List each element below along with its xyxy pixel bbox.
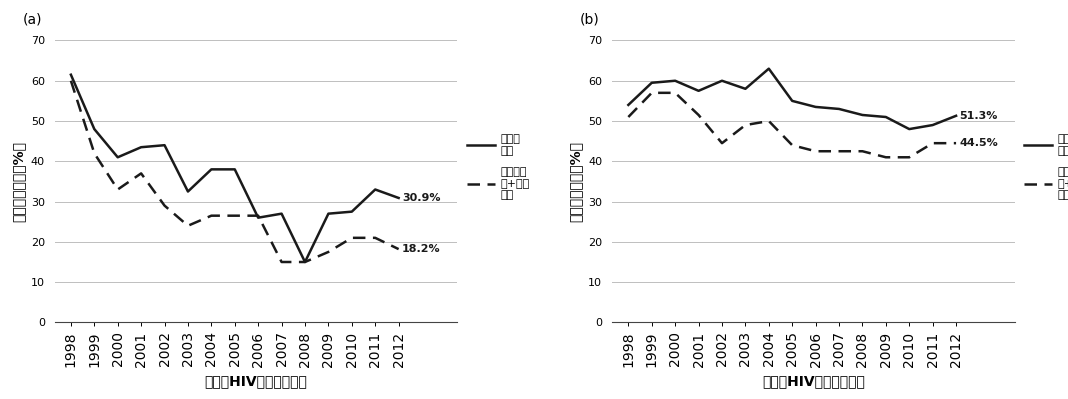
旧共识定
义+临床
分期 [949,141,962,146]
旧共识
定义 [368,187,381,192]
旧共识
定义 [276,211,288,216]
旧共识定
义+临床
分期 [810,149,822,154]
Line: 旧共识
定义: 旧共识 定义 [628,69,956,129]
旧共识
定义 [833,107,846,111]
旧共识定
义+临床
分期 [299,260,312,265]
旧共识
定义 [345,209,358,214]
旧共识
定义 [88,127,100,132]
旧共识定
义+临床
分期 [739,122,752,127]
旧共识定
义+临床
分期 [205,213,218,218]
旧共识定
义+临床
分期 [345,235,358,240]
旧共识
定义 [949,113,962,118]
旧共识
定义 [205,167,218,172]
旧共识
定义 [645,80,658,85]
旧共识定
义+临床
分期 [158,203,171,208]
旧共识定
义+临床
分期 [392,247,405,251]
旧共识定
义+临床
分期 [252,213,265,218]
Y-axis label: 晚发现者比例（%）: 晚发现者比例（%） [568,141,582,222]
旧共识
定义 [857,113,869,117]
旧共识
定义 [299,260,312,265]
旧共识
定义 [252,215,265,220]
Line: 旧共识定
义+临床
分期: 旧共识定 义+临床 分期 [70,81,398,262]
Text: 18.2%: 18.2% [403,244,441,254]
旧共识定
义+临床
分期 [879,155,892,160]
旧共识
定义 [182,189,194,194]
旧共识
定义 [111,155,124,160]
旧共识
定义 [739,87,752,91]
旧共识
定义 [321,211,334,216]
旧共识定
义+临床
分期 [368,235,381,240]
旧共识定
义+临床
分期 [229,213,241,218]
旧共识定
义+临床
分期 [669,91,681,95]
旧共识定
义+临床
分期 [833,149,846,154]
旧共识定
义+临床
分期 [622,115,634,119]
旧共识
定义 [902,127,915,132]
旧共识定
义+临床
分期 [645,91,658,95]
旧共识定
义+临床
分期 [88,151,100,156]
旧共识
定义 [763,66,775,71]
旧共识定
义+临床
分期 [321,249,334,254]
旧共识定
义+临床
分期 [716,141,728,146]
旧共识
定义 [64,72,77,77]
旧共识
定义 [392,196,405,200]
旧共识
定义 [622,103,634,107]
旧共识
定义 [786,99,799,103]
Text: 44.5%: 44.5% [959,138,999,148]
Y-axis label: 晚发现者比例（%）: 晚发现者比例（%） [11,141,26,222]
旧共识定
义+临床
分期 [857,149,869,154]
Legend: 旧共识
定义, 旧共识定
义+临床
分期: 旧共识 定义, 旧共识定 义+临床 分期 [1024,134,1068,200]
Text: 51.3%: 51.3% [959,111,998,121]
Line: 旧共识定
义+临床
分期: 旧共识定 义+临床 分期 [628,93,956,157]
旧共识定
义+临床
分期 [692,113,705,117]
旧共识
定义 [716,78,728,83]
旧共识
定义 [669,78,681,83]
旧共识定
义+临床
分期 [902,155,915,160]
旧共识
定义 [229,167,241,172]
旧共识
定义 [135,145,147,150]
旧共识
定义 [158,143,171,148]
旧共识定
义+临床
分期 [64,78,77,83]
Text: (b): (b) [580,12,599,26]
旧共识定
义+临床
分期 [276,260,288,265]
Line: 旧共识
定义: 旧共识 定义 [70,75,398,262]
旧共识定
义+临床
分期 [926,141,939,146]
Text: 30.9%: 30.9% [403,193,441,203]
旧共识
定义 [810,105,822,109]
旧共识
定义 [692,89,705,93]
X-axis label: 诊断为HIV的时间（年）: 诊断为HIV的时间（年） [761,374,865,388]
旧共识定
义+临床
分期 [763,119,775,123]
Legend: 旧共识
定义, 旧共识定
义+临床
分期: 旧共识 定义, 旧共识定 义+临床 分期 [467,134,530,200]
旧共识定
义+临床
分期 [135,171,147,176]
旧共识定
义+临床
分期 [786,143,799,148]
旧共识
定义 [926,122,939,127]
X-axis label: 诊断为HIV的时间（年）: 诊断为HIV的时间（年） [204,374,308,388]
Text: (a): (a) [22,12,42,26]
旧共识
定义 [879,115,892,119]
旧共识定
义+临床
分期 [111,187,124,192]
旧共识定
义+临床
分期 [182,223,194,228]
